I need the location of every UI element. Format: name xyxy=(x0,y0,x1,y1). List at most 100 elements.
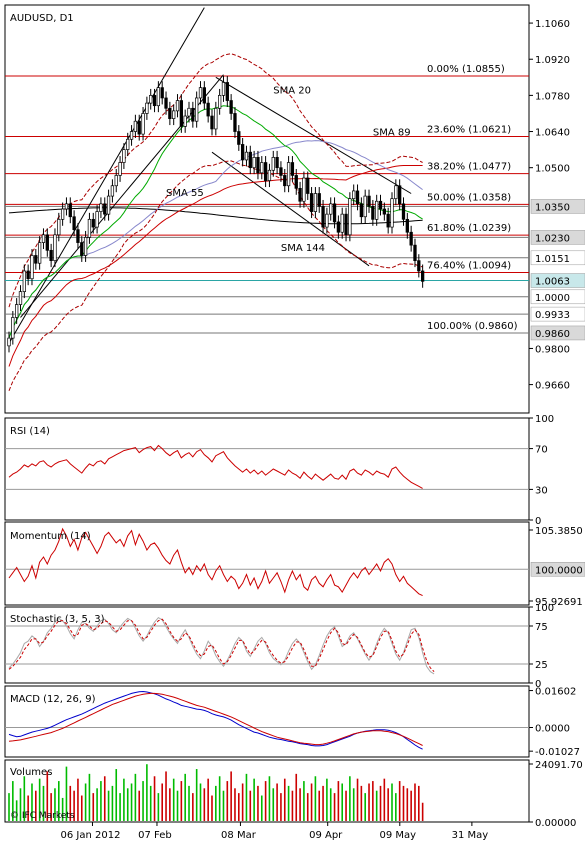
price-panel-frame xyxy=(4,4,530,414)
price-axis-label: 1.0500 xyxy=(535,164,570,175)
price-tag-label: 1.0350 xyxy=(535,202,570,213)
series-label: SMA 144 xyxy=(281,243,325,254)
candle-body xyxy=(244,151,249,161)
bollinger-upper-band xyxy=(8,53,423,308)
time-axis-label: 31 May xyxy=(452,830,489,841)
stochastic-axis-label: 75 xyxy=(535,622,548,633)
momentum-axis-label: 95.92691 xyxy=(535,597,583,608)
candle-body xyxy=(390,198,394,228)
momentum-panel-frame xyxy=(4,521,530,606)
candle-body xyxy=(275,157,279,169)
candle-body xyxy=(49,249,53,261)
candle-body xyxy=(179,100,184,127)
macd-axis-label: 0.01602 xyxy=(535,687,576,698)
volumes-axis-label: 0.00000 xyxy=(535,818,576,829)
rsi-title: RSI (14) xyxy=(10,426,50,437)
candle-body xyxy=(271,157,275,171)
price-axis-label: 1.0780 xyxy=(535,91,570,102)
candle-body xyxy=(363,195,367,218)
candle-body xyxy=(378,200,383,210)
candle-body xyxy=(45,234,49,251)
price-tag-label: 1.0000 xyxy=(535,293,570,304)
candle-body xyxy=(233,113,237,132)
momentum-title: Momentum (14) xyxy=(10,531,91,542)
candle-body xyxy=(126,138,130,150)
macd-axis-label: -0.01027 xyxy=(535,747,580,758)
candle-body xyxy=(137,120,141,135)
candle-body xyxy=(118,162,122,176)
price-tag-label: 1.0230 xyxy=(535,233,570,244)
candle-body xyxy=(240,144,245,161)
candle-body xyxy=(7,337,11,347)
fib-level-label: 23.60% (1.0621) xyxy=(427,124,511,135)
fib-level-label: 38.20% (1.0477) xyxy=(427,162,511,173)
candle-body xyxy=(76,229,80,243)
price-tag xyxy=(530,289,585,305)
candle-body xyxy=(309,193,314,212)
candle-body xyxy=(172,110,176,119)
time-axis-label: 09 Apr xyxy=(309,830,343,841)
rsi-axis-label: 100 xyxy=(535,414,554,425)
stochastic-d-line xyxy=(8,618,435,672)
rsi-panel-frame xyxy=(4,417,530,521)
candle-body xyxy=(11,317,15,339)
rsi-line xyxy=(8,444,423,489)
candle-body xyxy=(191,107,195,122)
volumes-title: Volumes xyxy=(10,767,52,778)
candle-body xyxy=(321,206,325,228)
candle-body xyxy=(359,203,364,218)
price-tag xyxy=(530,250,585,266)
candle-body xyxy=(218,95,222,109)
watermark-text: © IFC Markets xyxy=(10,811,75,821)
candle-body xyxy=(237,131,241,145)
stochastic-title: Stochastic (3, 5, 3) xyxy=(10,614,105,625)
candle-body xyxy=(210,115,214,130)
rsi-axis-label: 30 xyxy=(535,485,548,496)
price-tag xyxy=(530,306,585,322)
candle-body xyxy=(286,162,291,187)
down-channel-lower-line xyxy=(211,151,370,267)
momentum-tag xyxy=(530,562,585,577)
price-tag xyxy=(530,230,585,245)
sma-55-line xyxy=(8,140,423,339)
candle-body xyxy=(229,100,233,114)
candle-body xyxy=(348,198,352,236)
candle-body xyxy=(60,208,65,220)
candle-body xyxy=(18,291,23,305)
fib-level-label: 76.40% (1.0094) xyxy=(427,261,511,272)
momentum-tag-label: 100.0000 xyxy=(535,565,583,576)
candle-body xyxy=(248,151,252,169)
candle-body xyxy=(386,213,390,228)
candle-body xyxy=(313,193,318,212)
sma-144-line xyxy=(8,207,423,225)
price-tag-label: 1.0151 xyxy=(535,254,570,265)
price-tag-label: 0.9933 xyxy=(535,310,570,321)
sma-20-line xyxy=(8,105,423,339)
macd-title: MACD (12, 26, 9) xyxy=(10,694,96,705)
candle-body xyxy=(141,113,145,135)
candle-body xyxy=(401,203,406,220)
price-tag xyxy=(530,199,585,214)
macd-axis-label: 0.0000 xyxy=(535,723,570,734)
down-channel-upper-line xyxy=(215,76,412,194)
candle-body xyxy=(394,185,398,200)
momentum-axis-label: 105.3850 xyxy=(535,526,583,537)
volumes-panel-frame xyxy=(4,759,530,823)
time-axis-label: 09 May xyxy=(380,830,417,841)
price-tag-label: 0.9860 xyxy=(535,329,570,340)
candle-body xyxy=(129,131,134,140)
price-axis-label: 1.0640 xyxy=(535,128,570,139)
stochastic-axis-label: 100 xyxy=(535,603,554,614)
candle-body xyxy=(87,218,92,238)
candle-body xyxy=(53,234,57,261)
price-axis-label: 1.1060 xyxy=(535,19,570,30)
candle-body xyxy=(405,218,409,233)
candle-body xyxy=(183,115,187,127)
bollinger-lower-band xyxy=(8,160,423,391)
stochastic-panel-frame xyxy=(4,606,530,684)
candle-body xyxy=(221,82,226,96)
volumes-axis-label: 24091.70 xyxy=(535,760,583,771)
macd-panel-frame xyxy=(4,685,530,758)
candle-body xyxy=(306,177,310,194)
candle-body xyxy=(214,107,218,130)
